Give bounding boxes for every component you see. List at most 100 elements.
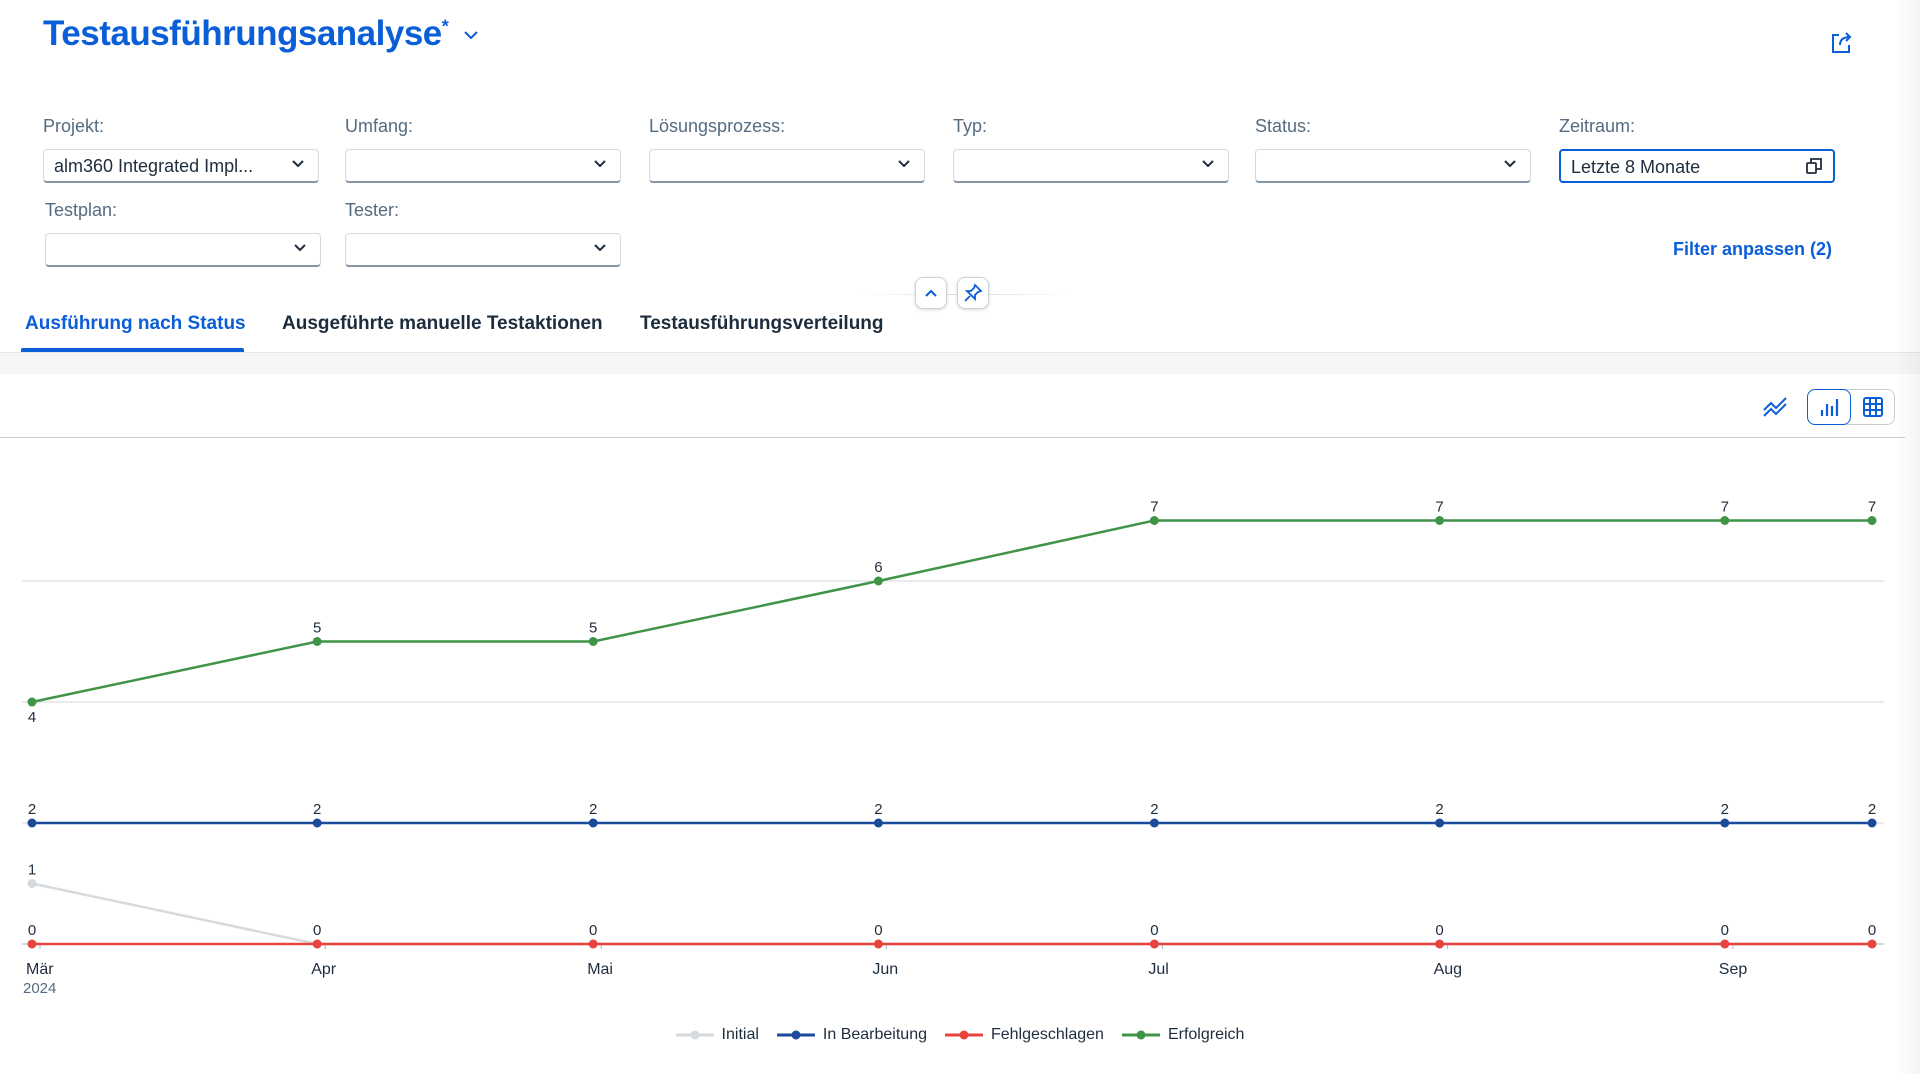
filter-field-tester[interactable] [345,233,621,267]
data-point [1149,516,1159,525]
data-label: 0 [1435,922,1443,939]
filter-value: alm360 Integrated Impl... [54,156,254,176]
data-label: 1 [28,862,36,879]
legend-item[interactable]: Erfolgreich [1121,1026,1245,1044]
legend-item[interactable]: Initial [675,1026,759,1044]
x-tick-label: Mai [587,961,613,978]
chevron-down-icon[interactable] [292,240,308,256]
data-label: 0 [1868,922,1876,939]
data-point [873,939,883,949]
value-help-icon[interactable] [1805,157,1822,174]
data-point [1435,516,1445,525]
x-tick-label: Jul [1148,961,1168,978]
tab-ausfuehrung-nach-status[interactable]: Ausführung nach Status [25,313,246,334]
modified-marker: * [441,16,449,37]
chevron-down-icon[interactable] [592,240,608,256]
collapse-header-button[interactable] [915,277,947,309]
data-label: 0 [313,922,321,939]
filter-field-testplan[interactable] [45,233,321,267]
data-label: 2 [1435,801,1443,818]
bar-chart-icon[interactable] [1809,390,1849,424]
data-point [1435,939,1445,949]
chevron-down-icon[interactable] [592,156,608,172]
data-label: 5 [589,620,597,637]
table-view-icon[interactable] [1853,390,1893,424]
data-label: 0 [1150,922,1158,939]
filter-field-zeitraum[interactable]: Letzte 8 Monate [1559,149,1835,183]
legend-label: Initial [721,1026,759,1043]
chart-legend: Initial In Bearbeitung Fehlgeschlagen Erfol… [0,1026,1920,1044]
legend-label: Fehlgeschlagen [990,1026,1104,1043]
right-edge-shadow [1894,0,1920,1074]
data-point [312,637,322,646]
filter-field-lösungsprozess[interactable] [649,149,925,183]
data-label: 7 [1150,499,1158,516]
legend-label: Erfolgreich [1167,1026,1245,1043]
data-label: 7 [1868,499,1876,516]
data-point [27,939,37,949]
legend-marker-icon [776,1030,815,1040]
legend-label: In Bearbeitung [822,1026,927,1043]
chevron-down-icon[interactable] [1200,156,1216,172]
chevron-down-icon[interactable] [290,156,306,172]
trend-line-icon[interactable] [1755,390,1795,424]
line-chart: Mär Apr Mai Jun Jul Aug Sep 2024 1 0 0 0 0 0 0 0 0 2 2 2 2 2 2… [22,499,1884,997]
chevron-down-icon[interactable] [896,156,912,172]
legend-item[interactable]: In Bearbeitung [776,1026,927,1044]
data-point [27,818,37,828]
legend-marker-icon [675,1030,714,1040]
x-tick-label: Jun [872,961,898,978]
data-point [588,637,598,646]
x-tick-label: Sep [1719,961,1748,978]
filter-label: Projekt: [43,116,105,136]
data-label: 2 [313,801,321,818]
filter-field-typ[interactable] [953,149,1229,183]
data-label: 0 [874,922,882,939]
data-point [27,697,37,707]
data-point [312,939,322,949]
data-point [1867,939,1877,949]
tab-manuelle-testaktionen[interactable]: Ausgeführte manuelle Testaktionen [282,313,603,334]
filter-label: Zeitraum: [1559,116,1636,136]
data-label: 2 [1721,801,1729,818]
data-label: 7 [1435,499,1443,516]
filter-field-status[interactable] [1255,149,1531,183]
filter-label: Tester: [345,200,400,220]
filter-value: Letzte 8 Monate [1571,157,1701,177]
pin-header-button[interactable] [957,277,989,309]
legend-item[interactable]: Fehlgeschlagen [944,1026,1104,1044]
data-point [588,818,598,828]
data-point [1149,939,1159,949]
filter-label: Status: [1255,116,1312,136]
data-point [1867,516,1877,525]
data-point [1867,818,1877,828]
selected-tab-indicator [21,348,244,352]
x-tick-label: Aug [1434,961,1462,978]
legend-marker-icon [1121,1030,1160,1040]
x-tick-label: Apr [311,961,337,978]
filter-field-projekt[interactable]: alm360 Integrated Impl... [43,149,319,183]
data-point [873,576,883,586]
tab-testausfuehrungsverteilung[interactable]: Testausführungsverteilung [640,313,884,334]
data-label: 0 [28,922,36,939]
data-point [1720,818,1730,828]
data-label: 5 [313,620,321,637]
chevron-up-icon [925,289,937,297]
data-point [1149,818,1159,828]
data-label: 7 [1721,499,1729,516]
pin-icon [964,283,983,302]
filter-field-umfang[interactable] [345,149,621,183]
data-label: 2 [874,801,882,818]
data-point [588,939,598,949]
variant-chevron-down-icon[interactable] [462,24,480,47]
chart-view-button[interactable] [1807,389,1851,425]
title-text: Testausführungsanalyse [43,14,442,53]
page-title[interactable]: Testausführungsanalyse* [43,14,449,54]
adapt-filters-link[interactable]: Filter anpassen (2) [1673,239,1833,259]
share-icon[interactable] [1828,30,1854,56]
data-label: 2 [1150,801,1158,818]
chevron-down-icon[interactable] [1502,156,1518,172]
data-point [27,879,37,888]
data-point [873,818,883,828]
data-label: 6 [874,559,882,576]
